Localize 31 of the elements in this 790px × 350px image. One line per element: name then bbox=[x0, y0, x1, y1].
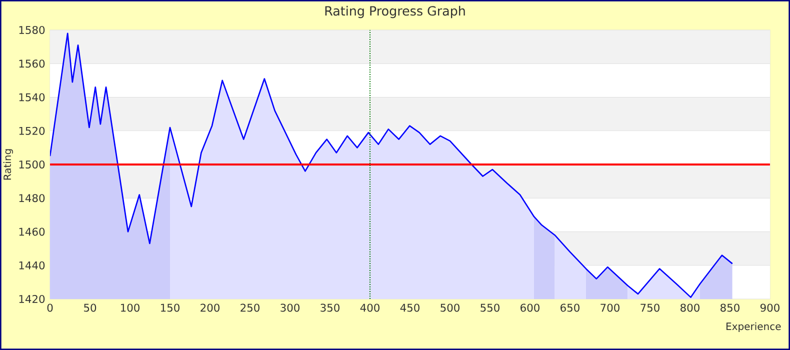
x-tick-label: 100 bbox=[121, 304, 140, 312]
x-tick-label: 200 bbox=[200, 304, 220, 312]
x-tick-label: 500 bbox=[440, 304, 460, 312]
y-tick-label: 1440 bbox=[19, 261, 45, 270]
x-tick-label: 250 bbox=[240, 304, 260, 312]
x-tick-label: 550 bbox=[480, 304, 500, 312]
x-tick-label: 800 bbox=[680, 304, 700, 312]
y-tick-label: 1460 bbox=[19, 228, 45, 236]
x-tick-label: 350 bbox=[320, 304, 340, 312]
y-tick-label: 1560 bbox=[19, 60, 45, 68]
x-tick-label: 600 bbox=[520, 304, 540, 312]
x-tick-label: 300 bbox=[280, 304, 300, 312]
y-tick-label: 1480 bbox=[19, 194, 45, 202]
y-tick-label: 1580 bbox=[19, 26, 45, 34]
x-tick-label: 450 bbox=[400, 304, 420, 312]
x-tick-label: 650 bbox=[560, 304, 580, 312]
x-tick-label: 0 bbox=[47, 304, 53, 312]
chart-title: Rating Progress Graph bbox=[325, 6, 465, 18]
y-tick-label: 1540 bbox=[19, 93, 45, 102]
y-tick-label: 1520 bbox=[19, 126, 45, 135]
y-axis-title: Rating bbox=[3, 149, 13, 180]
y-tick-label: 1420 bbox=[19, 294, 45, 304]
x-tick-label: 400 bbox=[360, 304, 380, 312]
x-axis-title: Experience bbox=[726, 322, 781, 332]
y-tick-label: 1500 bbox=[19, 160, 45, 169]
x-tick-label: 50 bbox=[84, 304, 96, 312]
x-tick-label: 700 bbox=[600, 304, 620, 312]
x-tick-label: 850 bbox=[720, 304, 740, 312]
x-tick-label: 150 bbox=[161, 304, 180, 312]
x-tick-label: 900 bbox=[760, 304, 780, 312]
x-tick-label: 750 bbox=[640, 304, 660, 312]
